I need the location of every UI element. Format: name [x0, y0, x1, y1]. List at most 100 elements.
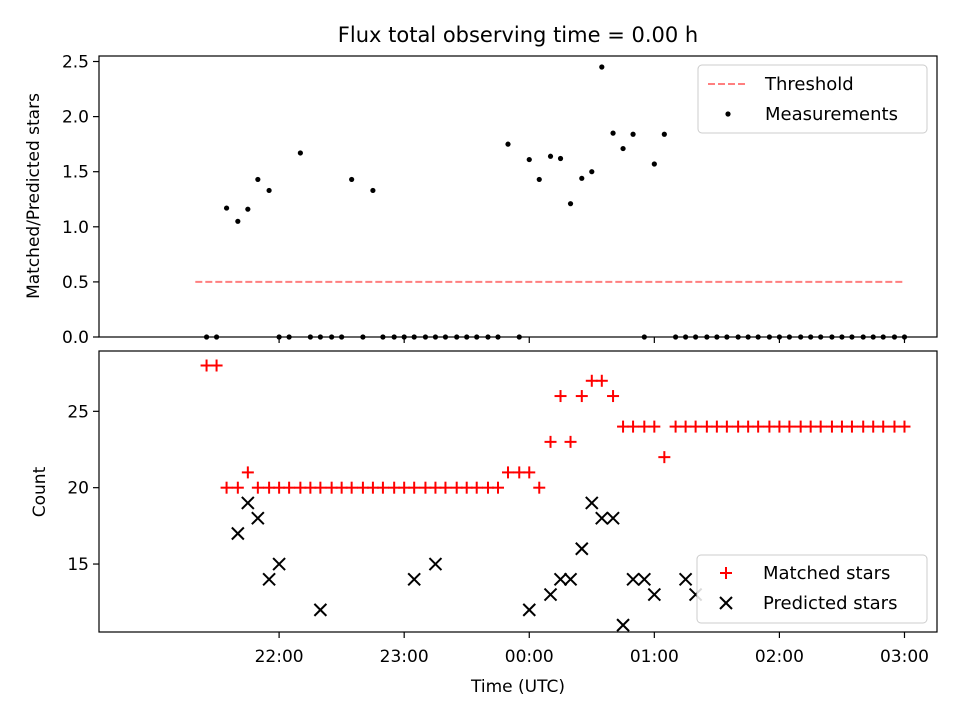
measurement-point [505, 141, 511, 147]
matched-star-point [210, 359, 223, 372]
matched-star-point [439, 481, 452, 494]
matched-star-point [617, 420, 630, 433]
matched-star-point [595, 374, 608, 387]
matched-star-point [814, 420, 827, 433]
measurement-point [661, 131, 667, 137]
matched-star-point [544, 435, 557, 448]
matched-star-point [533, 481, 546, 494]
top-legend-box [697, 64, 928, 134]
legend-matched-label: Matched stars [763, 563, 890, 584]
matched-star-point [273, 481, 286, 494]
bottom-x-ticks: 22:00 23:00 00:00 01:00 02:00 03:00 [255, 632, 929, 667]
predicted-star-point [678, 572, 693, 587]
legend-measurements-swatch [725, 111, 731, 117]
x-axis-label: Time (UTC) [470, 677, 565, 697]
y-tick-label: 1.0 [62, 218, 89, 238]
x-tick-label: 22:00 [255, 647, 304, 667]
predicted-star-point [428, 557, 443, 571]
predicted-star-point [522, 603, 536, 617]
legend-predicted-swatch [719, 596, 733, 610]
predicted-star-point [241, 496, 255, 510]
matched-star-point [825, 420, 838, 433]
y-tick-label: 15 [67, 555, 89, 575]
measurement-point [630, 131, 636, 137]
measurement-point [599, 64, 605, 70]
matched-star-point [335, 481, 348, 494]
predicted-star-point [606, 511, 620, 525]
matched-star-point [627, 420, 640, 433]
matched-star-point [470, 481, 483, 494]
predicted-star-point [647, 587, 662, 602]
y-tick-label: 25 [67, 402, 89, 422]
predicted-star-point [616, 618, 630, 632]
matched-star-point [450, 481, 463, 494]
matched-star-point [804, 420, 817, 433]
matched-star-point [732, 420, 745, 433]
predicted-star-point [313, 603, 328, 617]
top-chart-title: Flux total observing time = 0.00 h [338, 23, 698, 47]
matched-star-point [523, 466, 536, 479]
matched-star-point [200, 359, 213, 372]
matched-star-point [669, 420, 682, 433]
matched-star-point [314, 481, 327, 494]
matched-star-point [325, 481, 338, 494]
measurement-point [589, 169, 595, 175]
matched-star-point [648, 420, 661, 433]
matched-star-point [231, 481, 244, 494]
matched-star-point [564, 435, 577, 448]
measurement-point [579, 175, 585, 181]
matched-star-point [460, 481, 473, 494]
y-tick-label: 0.0 [62, 328, 89, 348]
top-plot-frame [98, 55, 938, 338]
measurement-point [255, 176, 261, 183]
matched-star-point [241, 466, 254, 479]
matched-star-point [575, 390, 588, 403]
matched-star-point [585, 374, 598, 387]
predicted-star-point [543, 587, 558, 602]
top-legend: Threshold Measurements [697, 64, 928, 134]
matched-star-point [867, 420, 880, 433]
matched-star-point [501, 466, 514, 479]
matched-star-point [304, 481, 317, 494]
matched-star-point [773, 420, 786, 433]
top-y-axis-label: Matched/Predicted stars [24, 93, 44, 299]
legend-measurements-label: Measurements [765, 104, 898, 125]
matched-star-point [366, 481, 379, 494]
matched-star-point [720, 420, 733, 433]
x-tick-label: 03:00 [880, 647, 929, 667]
matched-star-point [835, 420, 848, 433]
matched-star-point [783, 420, 796, 433]
y-tick-label: 1.5 [62, 163, 89, 183]
measurement-point [235, 218, 241, 224]
matched-star-point [700, 420, 713, 433]
x-tick-label: 00:00 [505, 647, 554, 667]
predicted-star-point [407, 572, 421, 587]
matched-star-point [877, 420, 890, 433]
measurement-point [223, 205, 230, 211]
predicted-star-point [272, 557, 286, 571]
matched-star-point [491, 481, 504, 494]
matched-star-point [857, 420, 870, 433]
predicted-star-point [626, 572, 640, 587]
matched-star-point [513, 466, 526, 479]
matched-star-point [763, 420, 776, 433]
matched-star-point [356, 481, 369, 494]
predicted-star-point [595, 511, 609, 525]
y-tick-label: 2.0 [62, 108, 89, 128]
matched-star-point [294, 481, 307, 494]
matched-star-point [263, 481, 276, 494]
matched-star-point [845, 420, 858, 433]
bottom-plot-frame [98, 350, 938, 633]
y-tick-label: 2.5 [62, 53, 89, 73]
bottom-legend: Matched stars Predicted stars [696, 554, 928, 624]
matched-star-point [220, 481, 233, 494]
matched-star-point [283, 481, 296, 494]
predicted-star-point [251, 511, 265, 525]
matched-star-point [251, 481, 264, 494]
measurement-point [297, 150, 303, 156]
measurement-point [536, 176, 542, 183]
matched-star-point [345, 481, 358, 494]
bottom-y-axis-label: Count [30, 466, 50, 517]
matched-star-point [794, 420, 807, 433]
